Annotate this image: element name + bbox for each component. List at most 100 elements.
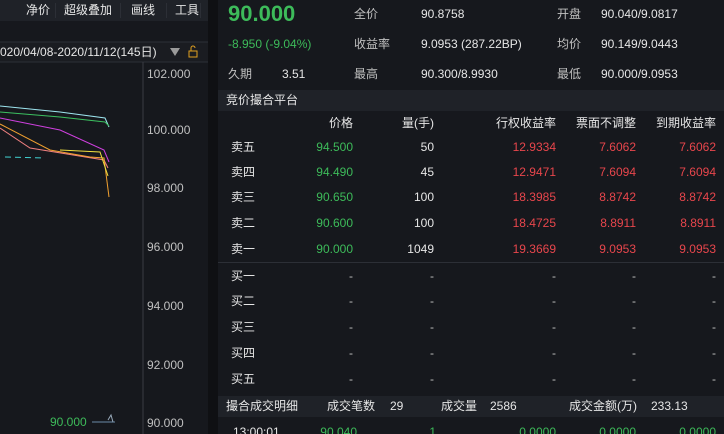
bid-cell: - bbox=[349, 294, 353, 308]
ask-cell: 12.9334 bbox=[512, 140, 556, 154]
tab-separator bbox=[55, 3, 56, 18]
y-axis-label: 90.000 bbox=[147, 416, 184, 430]
price-line bbox=[4, 156, 46, 159]
price-line bbox=[59, 149, 109, 177]
quote-value: 90.040/9.0817 bbox=[601, 7, 678, 21]
bid-level: 买四 bbox=[231, 346, 256, 360]
ask-cell: 1049 bbox=[407, 242, 434, 256]
bid-level: 买二 bbox=[231, 294, 256, 308]
ask-cell: 90.000 bbox=[316, 242, 353, 256]
section-title: 撮合成交明细 bbox=[226, 399, 299, 413]
y-axis-label: 100.000 bbox=[147, 123, 191, 137]
column-header: 价格 bbox=[328, 116, 353, 130]
quote-label: 最高 bbox=[354, 67, 379, 81]
bid-cell: - bbox=[712, 269, 716, 283]
bid-level: 买一 bbox=[231, 269, 256, 283]
bid-cell: - bbox=[430, 372, 434, 386]
divider bbox=[218, 262, 724, 263]
ask-cell: 45 bbox=[420, 165, 434, 179]
ask-cell: 100 bbox=[413, 216, 434, 230]
bid-cell: - bbox=[552, 346, 556, 360]
tab-separator bbox=[200, 3, 201, 18]
bid-cell: - bbox=[632, 346, 636, 360]
ask-level: 卖四 bbox=[231, 165, 256, 179]
section-header bbox=[218, 396, 724, 417]
bid-cell: - bbox=[632, 269, 636, 283]
bid-cell: - bbox=[430, 346, 434, 360]
quote-label: 均价 bbox=[557, 37, 582, 51]
dropdown-arrow[interactable] bbox=[170, 48, 180, 56]
ask-cell: 7.6062 bbox=[599, 140, 636, 154]
price-marker bbox=[107, 413, 114, 423]
quote-value: 3.51 bbox=[282, 67, 306, 81]
ask-cell: 9.0953 bbox=[599, 242, 636, 256]
bid-cell: - bbox=[349, 320, 353, 334]
date-range: 020/04/08-2020/11/12(145日) bbox=[0, 45, 157, 59]
quote-label: 最低 bbox=[557, 67, 582, 81]
column-header: 量(手) bbox=[402, 116, 434, 130]
trade-cell: 0.0000 bbox=[519, 425, 556, 434]
price-change: -8.950 (-9.04%) bbox=[228, 37, 312, 51]
trade-cell: 90.040 bbox=[320, 425, 357, 434]
summary-value: 2586 bbox=[490, 399, 517, 413]
price-line bbox=[0, 105, 110, 128]
bid-cell: - bbox=[430, 269, 434, 283]
bid-cell: - bbox=[552, 269, 556, 283]
last-price-label: 90.000 bbox=[50, 415, 87, 429]
column-header: 票面不调整 bbox=[575, 116, 636, 130]
bid-cell: - bbox=[349, 372, 353, 386]
bid-cell: - bbox=[552, 294, 556, 308]
y-axis-label: 98.000 bbox=[147, 181, 184, 195]
quote-value: 90.8758 bbox=[421, 7, 465, 21]
ask-cell: 18.4725 bbox=[512, 216, 556, 230]
ask-cell: 8.8911 bbox=[680, 216, 716, 230]
summary-label: 成交量 bbox=[441, 399, 478, 413]
ask-cell: 7.6094 bbox=[599, 165, 636, 179]
column-header: 行权收益率 bbox=[495, 116, 556, 130]
quote-label: 收益率 bbox=[354, 37, 391, 51]
lock-icon[interactable] bbox=[188, 50, 198, 58]
bid-cell: - bbox=[349, 269, 353, 283]
bid-cell: - bbox=[712, 346, 716, 360]
bid-level: 买五 bbox=[231, 372, 256, 386]
bid-cell: - bbox=[632, 320, 636, 334]
column-header: 到期收益率 bbox=[655, 116, 716, 130]
toolbar-tab[interactable]: 工具 bbox=[175, 3, 200, 17]
toolbar-tab[interactable]: 超级叠加 bbox=[64, 3, 113, 17]
trade-cell: 1 bbox=[429, 425, 436, 434]
ask-cell: 100 bbox=[413, 190, 434, 204]
range-bar-bg bbox=[0, 42, 210, 62]
y-axis-label: 94.000 bbox=[147, 299, 184, 313]
last-price: 90.000 bbox=[228, 1, 296, 26]
ask-cell: 18.3985 bbox=[512, 190, 556, 204]
y-axis-label: 92.000 bbox=[147, 358, 184, 372]
ask-cell: 8.8742 bbox=[679, 190, 716, 204]
quote-value: 90.149/9.0443 bbox=[601, 37, 678, 51]
splitter bbox=[208, 0, 218, 434]
bid-level: 买三 bbox=[231, 320, 256, 334]
toolbar-tab[interactable]: 画线 bbox=[131, 3, 156, 17]
ask-cell: 90.600 bbox=[316, 216, 353, 230]
price-line bbox=[0, 127, 109, 169]
trade-cell: 0.0000 bbox=[599, 425, 636, 434]
price-line bbox=[0, 111, 110, 127]
bid-cell: - bbox=[349, 346, 353, 360]
tab-separator bbox=[120, 3, 121, 18]
toolbar-tab[interactable]: 净价 bbox=[26, 3, 51, 17]
ask-cell: 12.9471 bbox=[512, 165, 556, 179]
ask-level: 卖二 bbox=[231, 216, 256, 230]
bid-cell: - bbox=[632, 372, 636, 386]
bid-cell: - bbox=[430, 320, 434, 334]
ask-cell: 19.3669 bbox=[512, 242, 556, 256]
bid-cell: - bbox=[632, 294, 636, 308]
ask-cell: 7.6062 bbox=[679, 140, 716, 154]
ask-cell: 8.8911 bbox=[600, 216, 636, 230]
trade-cell: 13:00:01 bbox=[233, 425, 280, 434]
trade-cell: 0.0000 bbox=[679, 425, 716, 434]
quote-label: 全价 bbox=[354, 7, 379, 21]
quote-value: 90.000/9.0953 bbox=[601, 67, 678, 81]
ask-cell: 94.490 bbox=[316, 165, 353, 179]
ask-cell: 90.650 bbox=[316, 190, 353, 204]
